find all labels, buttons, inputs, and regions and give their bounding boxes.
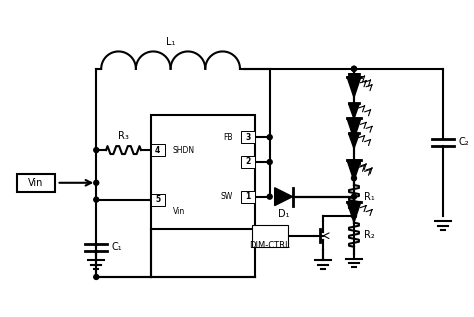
Text: SHDN: SHDN	[173, 146, 195, 155]
Circle shape	[267, 135, 272, 140]
Text: R₂: R₂	[364, 230, 374, 240]
Polygon shape	[348, 103, 359, 119]
Text: 4: 4	[155, 146, 160, 155]
Bar	[151, 194, 164, 206]
Polygon shape	[347, 160, 361, 181]
Bar	[151, 115, 255, 230]
Polygon shape	[347, 118, 361, 139]
Bar	[241, 191, 255, 203]
Bar	[241, 131, 255, 143]
Circle shape	[352, 66, 356, 71]
Text: C₂: C₂	[458, 137, 469, 147]
Circle shape	[267, 194, 272, 199]
Circle shape	[94, 197, 99, 202]
Text: C₁: C₁	[111, 242, 122, 252]
Bar	[252, 225, 288, 247]
Circle shape	[352, 194, 356, 199]
Text: DIM-CTRL: DIM-CTRL	[249, 241, 290, 249]
Circle shape	[352, 176, 356, 181]
Text: R₁: R₁	[364, 192, 374, 202]
Bar	[17, 174, 55, 192]
Circle shape	[94, 275, 99, 279]
Polygon shape	[348, 133, 359, 148]
Polygon shape	[347, 202, 361, 223]
Circle shape	[94, 148, 99, 152]
Text: L₁: L₁	[166, 37, 175, 48]
Text: 1: 1	[245, 192, 251, 201]
Polygon shape	[348, 163, 359, 178]
Text: 3: 3	[245, 133, 251, 142]
Polygon shape	[348, 74, 359, 89]
Circle shape	[267, 159, 272, 165]
Text: 2: 2	[245, 158, 251, 166]
Bar	[241, 156, 255, 168]
Text: Vin: Vin	[173, 207, 185, 216]
Polygon shape	[274, 188, 292, 206]
Text: 5: 5	[155, 195, 160, 204]
Text: Vin: Vin	[28, 178, 44, 188]
Text: FB: FB	[224, 133, 233, 142]
Circle shape	[352, 213, 356, 218]
Bar	[151, 144, 164, 156]
Circle shape	[352, 66, 356, 71]
Text: SW: SW	[221, 192, 233, 201]
Text: R₃: R₃	[118, 131, 129, 141]
Polygon shape	[347, 77, 361, 98]
Circle shape	[94, 180, 99, 185]
Text: D₁: D₁	[278, 209, 289, 218]
